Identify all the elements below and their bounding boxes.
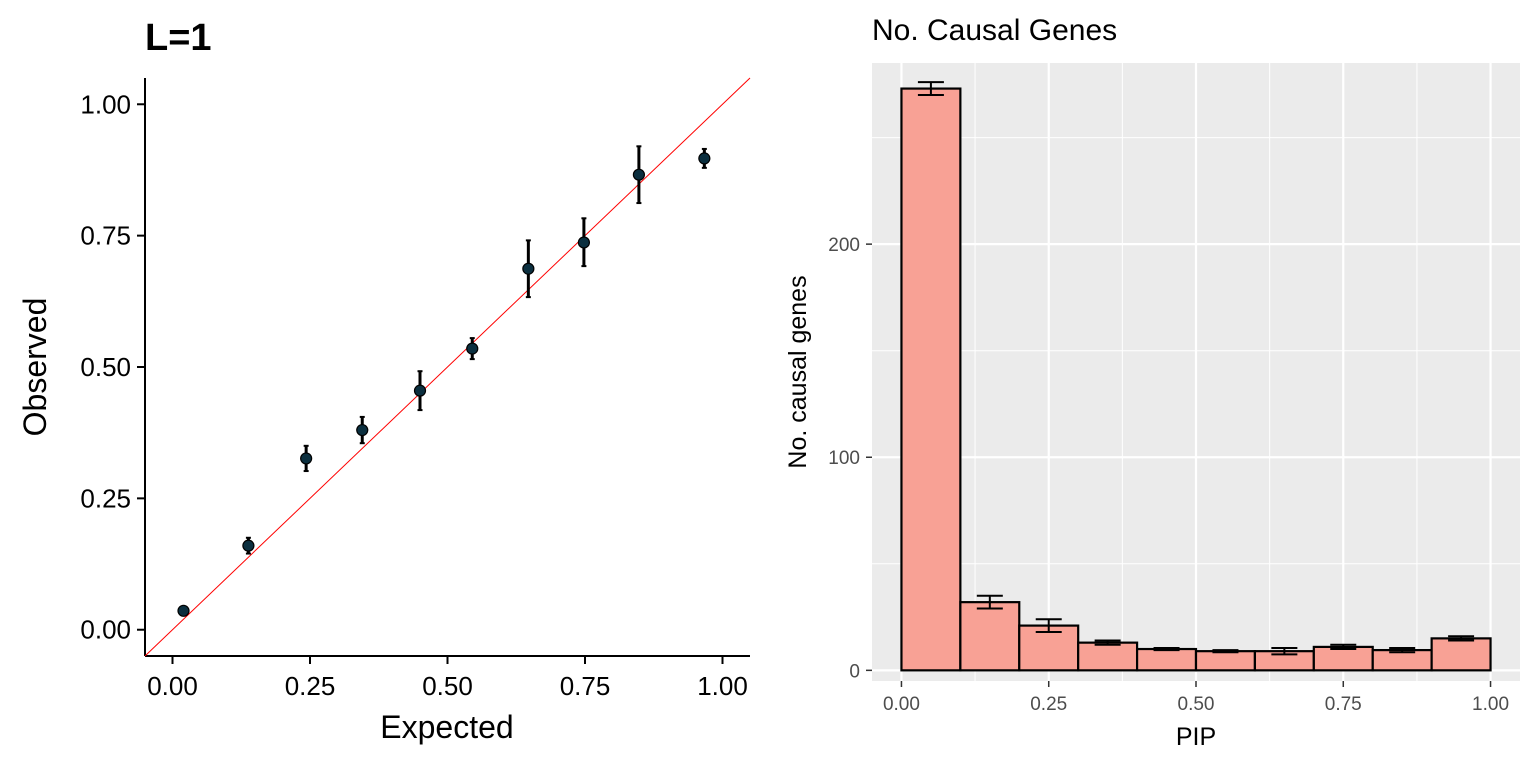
right-x-tick-label: 0.75 xyxy=(1325,694,1362,715)
histogram-bar xyxy=(1194,650,1257,672)
left-x-tick-label: 1.00 xyxy=(697,671,748,701)
right-x-tick-label: 0.50 xyxy=(1178,694,1215,715)
left-y-tick-label: 0.75 xyxy=(80,221,131,251)
data-point xyxy=(242,539,255,552)
right-x-tick-label: 1.00 xyxy=(1472,694,1509,715)
data-point xyxy=(466,342,479,355)
data-point xyxy=(356,423,369,437)
left-y-axis-label: Observed xyxy=(17,298,53,437)
histogram-plot: No. Causal Genes 0.00 0.25 0.50 0.75 1.00 0 10… xyxy=(784,14,1520,751)
left-x-axis-label: Expected xyxy=(380,709,513,745)
data-point xyxy=(698,152,711,165)
right-x-tick-label: 0.00 xyxy=(883,694,920,715)
histogram-bar xyxy=(1135,647,1198,672)
right-y-tick-label: 200 xyxy=(828,235,860,256)
histogram-bar xyxy=(900,87,962,672)
histogram-bar xyxy=(959,601,1021,672)
histogram-bar xyxy=(1430,637,1492,672)
data-point xyxy=(177,604,190,617)
left-plot-title: L=1 xyxy=(145,17,212,59)
right-y-axis-label: No. causal genes xyxy=(784,275,812,468)
histogram-bar xyxy=(1077,641,1139,672)
histogram-bar xyxy=(1312,645,1374,672)
data-point xyxy=(522,262,535,275)
left-x-tick-label: 0.50 xyxy=(422,671,473,701)
data-point xyxy=(300,452,313,465)
right-plot-title: No. Causal Genes xyxy=(872,14,1117,47)
left-x-tick-label: 0.25 xyxy=(285,671,336,701)
data-point xyxy=(577,236,591,249)
right-x-axis-label: PIP xyxy=(1176,723,1216,751)
left-y-tick-label: 0.25 xyxy=(80,483,131,513)
calibration-plot: L=1 0.00 0.25 0.50 0.75 1.00 0.00 0.25 0.50 0.75… xyxy=(17,17,751,745)
right-y-tick-label: 0 xyxy=(849,661,860,682)
right-x-tick-label: 0.25 xyxy=(1030,694,1067,715)
left-x-tick-label: 0.00 xyxy=(147,671,198,701)
right-y-tick-label: 100 xyxy=(828,448,860,469)
left-y-tick-label: 0.00 xyxy=(80,615,131,645)
data-point xyxy=(632,168,646,181)
reference-line xyxy=(144,77,751,657)
left-x-tick-label: 0.75 xyxy=(560,671,611,701)
left-y-tick-label: 0.50 xyxy=(80,352,131,382)
left-y-tick-label: 1.00 xyxy=(80,89,131,119)
data-point xyxy=(413,384,427,397)
